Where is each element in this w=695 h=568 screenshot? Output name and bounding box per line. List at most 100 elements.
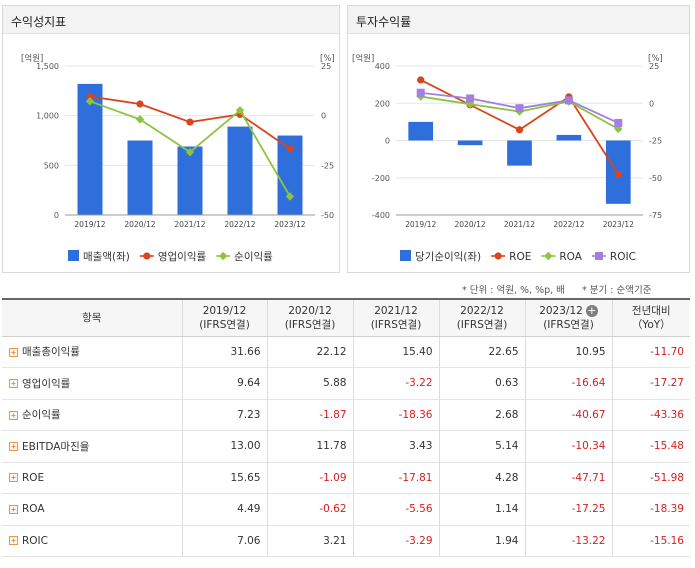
right-tick-label: 25 (321, 62, 331, 71)
legend-swatch (400, 250, 411, 261)
row-label-cell[interactable]: + ROE (2, 462, 182, 494)
series-point (417, 76, 425, 84)
row-label-cell[interactable]: + 매출총이익률 (2, 336, 182, 368)
legend-label: 영업이익률 (158, 250, 207, 263)
row-label-cell[interactable]: + 순이익률 (2, 399, 182, 431)
investment-return-chart: [억원] [%] 400 200 0 -200 -400 25 0 -25 -50 -75 2019/1… (352, 53, 663, 263)
header-col-2023: 2023/12 + (IFRS연결) (524, 299, 612, 337)
legend-label: ROA (559, 251, 582, 263)
bar (127, 140, 153, 215)
expand-columns-icon[interactable]: + (585, 303, 598, 317)
right-tick-label: 0 (321, 112, 326, 121)
legend-marker (494, 252, 502, 260)
expand-row-icon[interactable]: + (9, 536, 18, 546)
table-cell: -18.39 (611, 493, 690, 526)
legend-label: ROE (509, 251, 531, 263)
table-cell: -15.48 (611, 430, 690, 463)
table-cell: 3.21 (266, 525, 353, 557)
unit-note: * 단위 : 억원, %, %p, 배 (462, 285, 565, 296)
table-cell: 11.78 (266, 430, 353, 463)
table-cell: 9.64 (181, 367, 267, 400)
legend-marker (544, 251, 553, 261)
bar (457, 140, 483, 146)
right-tick-label: 25 (649, 62, 659, 71)
legend-label: 순이익률 (234, 251, 273, 263)
header-year: 2021/12 (374, 304, 418, 317)
header-year: 2023/12 (539, 304, 583, 317)
expand-row-icon[interactable]: + (9, 347, 18, 357)
table-cell: -47.71 (524, 462, 612, 494)
series-point (85, 97, 95, 106)
expand-row-icon[interactable]: + (9, 379, 18, 389)
series-point (235, 106, 245, 115)
legend-label: ROIC (610, 251, 636, 263)
legend-marker (594, 252, 603, 260)
header-year: 전년대비 (631, 304, 671, 317)
bar (227, 126, 253, 215)
row-label-cell[interactable]: + ROIC (2, 525, 182, 557)
header-sub: (IFRS연결) (284, 318, 336, 331)
table-cell: -40.67 (524, 399, 612, 431)
expand-row-icon[interactable]: + (9, 473, 18, 483)
header-year: 2019/12 (202, 304, 247, 317)
table-cell: 7.23 (181, 399, 267, 431)
table-cell: 4.49 (181, 493, 267, 526)
bar (408, 121, 434, 141)
left-tick-label: -400 (372, 211, 390, 220)
series-point (515, 126, 524, 134)
table-cell: -1.09 (266, 462, 353, 494)
series-point (564, 96, 573, 105)
table-cell: -51.98 (611, 462, 690, 494)
left-tick-label: 200 (375, 99, 390, 108)
table-cell: -13.22 (524, 525, 612, 557)
left-tick-label: 0 (385, 137, 390, 146)
expand-row-icon[interactable]: + (9, 504, 18, 514)
row-label: ROE (22, 471, 45, 484)
expand-row-icon[interactable]: + (9, 442, 18, 452)
table-row: + 순이익률 7.23 -1.87 -18.36 2.68 -40.67 -43.36 (2, 399, 690, 431)
table-cell: 15.40 (352, 336, 439, 368)
header-sub: (IFRS연결) (543, 318, 594, 331)
category-label: 2019/12 (405, 220, 436, 229)
table-cell: -17.25 (524, 493, 612, 526)
table-cell: 2.68 (438, 399, 525, 431)
bar (556, 134, 582, 141)
profitability-chart: [억원] [%] 1,500 1,000 500 0 25 0 -25 -50 2019/12 202… (21, 53, 335, 263)
row-label-cell[interactable]: + EBITDA마진율 (2, 430, 182, 463)
series-point (515, 104, 524, 113)
right-tick-label: -75 (649, 211, 662, 220)
table-row: + EBITDA마진율 13.00 11.78 3.43 5.14 -10.34 -15.48 (2, 430, 690, 463)
investment-return-title: 투자수익률 (348, 6, 689, 34)
header-sub: (IFRS연결) (456, 318, 508, 331)
row-label-cell[interactable]: + ROA (2, 493, 182, 526)
period-note: * 분기 : 순액기준 (582, 285, 652, 296)
table-cell: 1.14 (438, 493, 525, 526)
left-tick-label: 1,500 (36, 62, 59, 71)
table-cell: 3.43 (352, 430, 439, 463)
right-tick-label: 0 (649, 99, 654, 108)
table-cell: -16.64 (524, 367, 612, 400)
expand-row-icon[interactable]: + (9, 410, 18, 420)
row-label-cell[interactable]: + 영업이익률 (2, 367, 182, 400)
table-cell: -3.22 (352, 367, 439, 400)
table-cell: -17.81 (352, 462, 439, 494)
table-cell: -15.16 (611, 525, 690, 557)
header-col-yoy: 전년대비 （YoY） (611, 299, 690, 337)
series-point (614, 170, 622, 178)
legend-swatch (68, 250, 79, 261)
category-label: 2022/12 (224, 220, 255, 229)
table-cell: -10.34 (524, 430, 612, 463)
bar (507, 140, 532, 166)
header-sub: （YoY） (631, 318, 671, 331)
category-label: 2023/12 (603, 220, 634, 229)
table-cell: -1.87 (266, 399, 353, 431)
profitability-title: 수익성지표 (3, 6, 339, 34)
series-point (416, 88, 425, 97)
series-point (614, 118, 623, 127)
row-label: 매출총이익률 (22, 346, 80, 359)
category-label: 2020/12 (455, 220, 486, 229)
category-label: 2022/12 (553, 220, 584, 229)
table-cell: -17.27 (611, 367, 690, 400)
table-row: + ROE 15.65 -1.09 -17.81 4.28 -47.71 -51.98 (2, 462, 690, 494)
right-axis-unit: [%] (320, 54, 335, 64)
